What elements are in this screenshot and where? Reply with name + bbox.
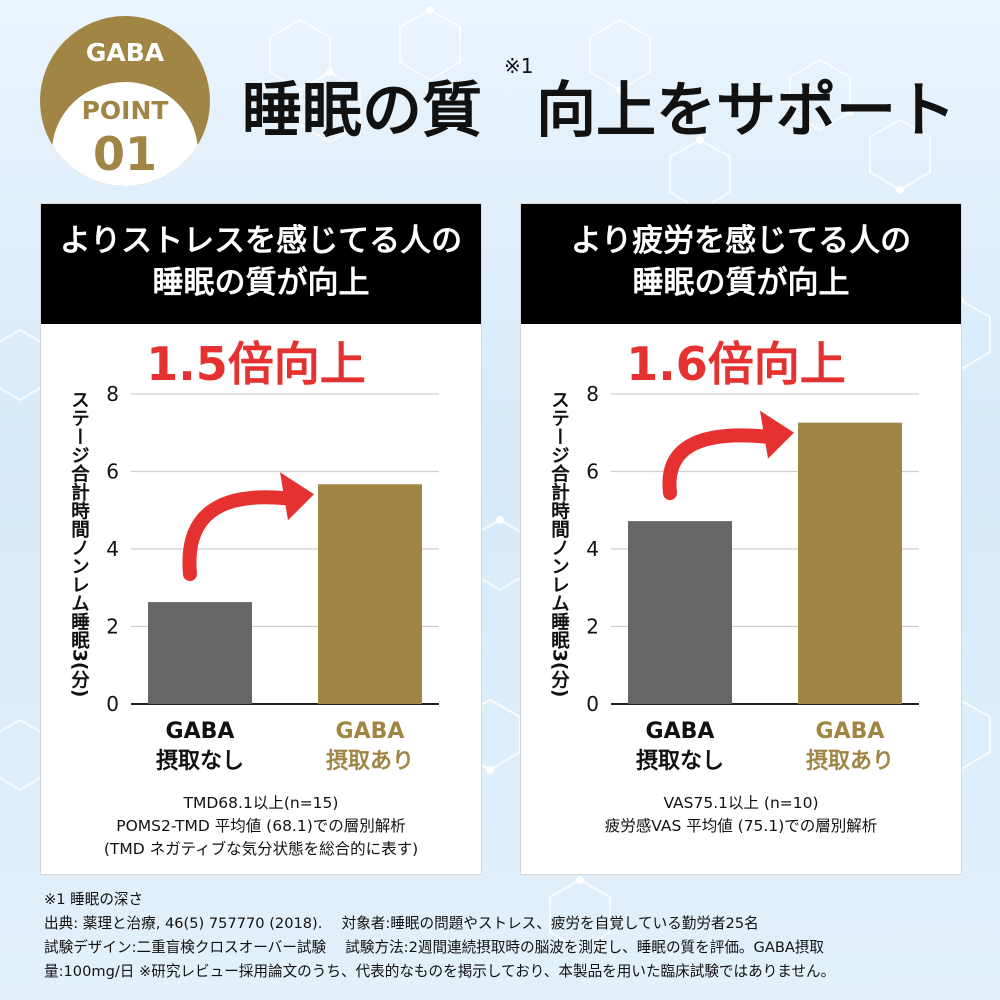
- badge-gaba-label: GABA: [85, 38, 165, 67]
- improvement-arrow-icon: [662, 410, 794, 501]
- y-tick-label: 6: [106, 460, 119, 484]
- y-tick-label: 0: [586, 692, 599, 716]
- page-title-sub: 向上をサポート: [536, 76, 956, 146]
- x-tick-label: GABA: [336, 719, 405, 744]
- x-tick-label: GABA: [816, 719, 885, 744]
- bar: [798, 422, 902, 704]
- y-tick-label: 0: [106, 692, 119, 716]
- fatigue-panel-footnote: VAS75.1以上 (n=10) 疲労感VAS 平均値 (75.1)での層別解析: [521, 792, 961, 838]
- improvement-arrow-icon: [182, 472, 314, 582]
- note-line: 出典: 薬理と治療, 46(5) 757770 (2018). 対象者:睡眠の問…: [44, 915, 759, 932]
- y-tick-label: 6: [586, 460, 599, 484]
- x-tick-label: 摂取なし: [636, 748, 724, 774]
- x-tick-label: 摂取あり: [806, 748, 894, 774]
- y-axis-label: ステージ合計時間ノンレム睡眠3(分): [549, 390, 570, 697]
- footnote-line: TMD68.1以上(n=15): [183, 794, 339, 812]
- note-line: 量:100mg/日 ※研究レビュー採用論文のうち、代表的なものを掲示しており、本…: [44, 963, 836, 980]
- footnote-line: VAS75.1以上 (n=10): [663, 794, 819, 812]
- badge-point-number: 01: [92, 127, 157, 181]
- panel-header-line2: 睡眠の質が向上: [152, 265, 370, 301]
- improvement-label: 1.6倍向上: [626, 337, 846, 391]
- fatigue-panel: より疲労を感じてる人の 睡眠の質が向上 1.6倍向上 0 2 4 6 8 ステージ合計時間ノ…: [520, 203, 962, 875]
- improvement-label: 1.5倍向上: [146, 337, 366, 391]
- y-tick-label: 8: [586, 382, 599, 406]
- note-line: 試験デザイン:二重盲検クロスオーバー試験 試験方法:2週間連続摂取時の脳波を測定…: [44, 939, 824, 956]
- badge-point-label: POINT: [81, 96, 169, 125]
- source-notes: ※1 睡眠の深さ 出典: 薬理と治療, 46(5) 757770 (2018).…: [44, 888, 974, 984]
- bar: [318, 484, 422, 704]
- point-badge: GABA POINT 01: [40, 16, 210, 186]
- y-tick-label: 4: [586, 537, 599, 561]
- bar: [148, 602, 252, 704]
- y-tick-label: 2: [106, 615, 119, 639]
- x-tick-label: GABA: [646, 719, 715, 744]
- fatigue-bar-chart: 1.6倍向上 0 2 4 6 8 ステージ合計時間ノンレム睡眠3(分) GABA 摂取なし GAB…: [549, 337, 919, 774]
- fatigue-panel-header: より疲労を感じてる人の 睡眠の質が向上: [521, 204, 961, 324]
- panel-header-line1: より疲労を感じてる人の: [570, 223, 912, 259]
- footnote-line: 疲労感VAS 平均値 (75.1)での層別解析: [604, 817, 878, 835]
- stress-panel-footnote: TMD68.1以上(n=15) POMS2-TMD 平均値 (68.1)での層別…: [41, 792, 481, 861]
- footnote-line: POMS2-TMD 平均値 (68.1)での層別解析: [116, 817, 406, 835]
- note-line: ※1 睡眠の深さ: [44, 891, 144, 908]
- y-tick-label: 2: [586, 615, 599, 639]
- page-title: 睡眠の質: [242, 76, 482, 146]
- panel-header-line2: 睡眠の質が向上: [632, 265, 850, 301]
- stress-bar-chart: 1.5倍向上 0 2 4 6 8 ステージ合計時間ノンレム睡眠3(分) GABA 摂取なし GAB…: [69, 337, 439, 774]
- bar: [628, 521, 732, 704]
- title-footnote-mark: ※1: [504, 54, 534, 78]
- stress-panel-header: よりストレスを感じてる人の 睡眠の質が向上: [41, 204, 481, 324]
- panel-header-line1: よりストレスを感じてる人の: [59, 223, 463, 259]
- footnote-line: (TMD ネガティブな気分状態を総合的に表す): [103, 840, 419, 858]
- y-tick-label: 8: [106, 382, 119, 406]
- badge-inner-circle: [52, 82, 198, 186]
- x-tick-label: 摂取なし: [156, 748, 244, 774]
- x-tick-label: 摂取あり: [326, 748, 414, 774]
- x-tick-label: GABA: [166, 719, 235, 744]
- y-axis-label: ステージ合計時間ノンレム睡眠3(分): [69, 390, 90, 697]
- stress-panel: よりストレスを感じてる人の 睡眠の質が向上 1.5倍向上 0 2 4 6 8 ステージ合計時…: [40, 203, 482, 875]
- y-tick-label: 4: [106, 537, 119, 561]
